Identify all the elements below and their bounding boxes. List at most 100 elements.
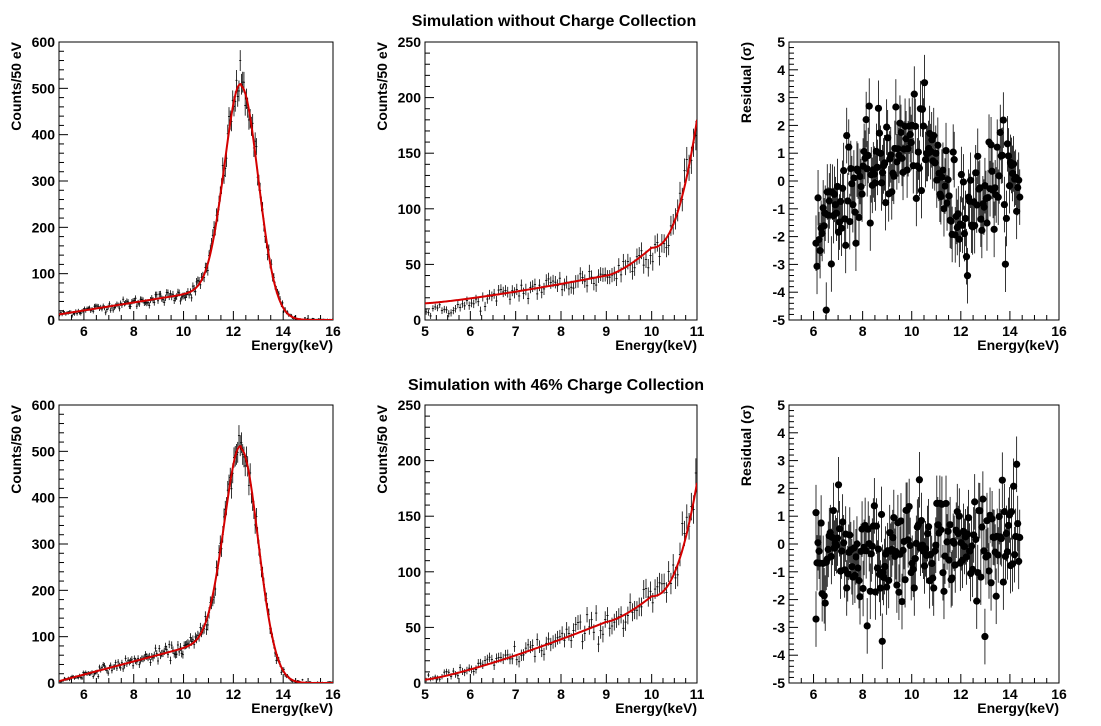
- data-point: [656, 576, 659, 597]
- data-point: [92, 674, 95, 679]
- data-point: [533, 650, 537, 663]
- residual-point: [940, 563, 948, 620]
- data-point: [168, 640, 171, 649]
- data-point: [631, 603, 634, 622]
- y-tick-label: -4: [773, 284, 786, 300]
- data-point: [667, 235, 670, 256]
- data-point: [110, 667, 113, 674]
- residual-point: [966, 152, 975, 209]
- y-tick-label: 200: [398, 90, 422, 106]
- x-tick-label: 10: [904, 686, 920, 702]
- data-point: [581, 270, 584, 285]
- data-point: [440, 307, 444, 314]
- data-point: [563, 278, 566, 292]
- x-tick-label: 11: [690, 686, 705, 702]
- data-point: [148, 302, 151, 309]
- chart-r0c1: 5 6 7 8 9 10 11 0 50 100 150 200 250 Energy(keV) Count…: [374, 34, 705, 353]
- data-point: [631, 263, 634, 280]
- data-point: [590, 611, 593, 628]
- residual-point: [915, 451, 923, 508]
- y-tick-label: 1: [777, 145, 785, 161]
- residual-point: [910, 66, 918, 122]
- residual-point: [877, 486, 886, 543]
- data-point: [599, 267, 602, 282]
- y-tick-label: 5: [777, 34, 785, 50]
- x-tick-label: 12: [953, 686, 969, 702]
- residual-point: [917, 162, 926, 219]
- residual-point: [984, 169, 992, 226]
- data-point: [558, 629, 561, 644]
- residual-point: [882, 174, 890, 231]
- data-point: [109, 307, 112, 313]
- data-point: [531, 280, 534, 293]
- data-point: [658, 247, 661, 266]
- residual-point: [837, 200, 846, 257]
- residual-point: [895, 564, 903, 621]
- data-point: [244, 95, 247, 116]
- x-tick-label: 6: [80, 686, 88, 702]
- residual-point: [987, 117, 995, 173]
- plot-area: [59, 425, 333, 683]
- data-point: [122, 666, 125, 672]
- x-tick-label: 7: [512, 323, 520, 339]
- model-curve: [425, 482, 697, 681]
- residual-point: [1002, 190, 1011, 247]
- residual-point: [813, 238, 821, 295]
- residual-point: [896, 526, 904, 583]
- y-tick-label: -3: [773, 619, 786, 635]
- plot-area: [812, 436, 1024, 670]
- data-point: [545, 274, 548, 287]
- data-point: [170, 641, 173, 649]
- data-point: [635, 248, 639, 265]
- data-point: [155, 291, 158, 298]
- data-point: [683, 158, 686, 183]
- data-point: [608, 270, 611, 285]
- residual-point: [937, 502, 945, 558]
- data-point: [517, 290, 521, 302]
- residual-point: [815, 211, 823, 268]
- y-tick-label: 400: [32, 127, 56, 143]
- residual-point: [829, 482, 838, 539]
- data-point: [647, 259, 650, 277]
- residual-point: [974, 128, 982, 185]
- data-point: [685, 504, 688, 531]
- x-tick-label: 8: [859, 323, 867, 339]
- residual-outlier: [812, 591, 820, 647]
- residual-point: [825, 173, 833, 229]
- data-point: [452, 306, 455, 315]
- x-tick-label: 9: [602, 686, 610, 702]
- residual-point: [898, 573, 906, 630]
- data-point: [97, 674, 100, 679]
- data-point: [597, 636, 600, 653]
- residual-point: [840, 142, 848, 199]
- data-point: [239, 50, 242, 72]
- y-tick-label: 3: [777, 453, 785, 469]
- residual-point: [930, 560, 938, 616]
- data-point: [119, 664, 122, 671]
- residual-point: [1014, 495, 1022, 552]
- data-point: [81, 676, 84, 680]
- residual-point: [867, 526, 875, 582]
- data-point: [153, 299, 156, 306]
- residual-point: [885, 552, 893, 609]
- residual-point: [1009, 458, 1018, 515]
- data-point: [647, 587, 650, 607]
- data-point: [556, 279, 559, 292]
- data-point: [633, 259, 636, 276]
- data-point: [574, 616, 577, 632]
- data-point: [112, 307, 115, 313]
- residual-point: [934, 117, 942, 174]
- data-point: [445, 306, 448, 314]
- data-point: [588, 264, 591, 279]
- x-tick-label: 16: [325, 323, 341, 339]
- x-tick-label: 12: [953, 323, 969, 339]
- data-point: [114, 659, 117, 666]
- data-point: [640, 597, 643, 617]
- residual-point: [923, 505, 932, 562]
- plot-frame: [424, 404, 698, 684]
- data-point: [241, 444, 244, 465]
- residual-point: [973, 573, 981, 629]
- residual-point: [946, 496, 954, 553]
- residual-point: [854, 143, 862, 199]
- y-axis-label: Residual (σ): [738, 42, 754, 123]
